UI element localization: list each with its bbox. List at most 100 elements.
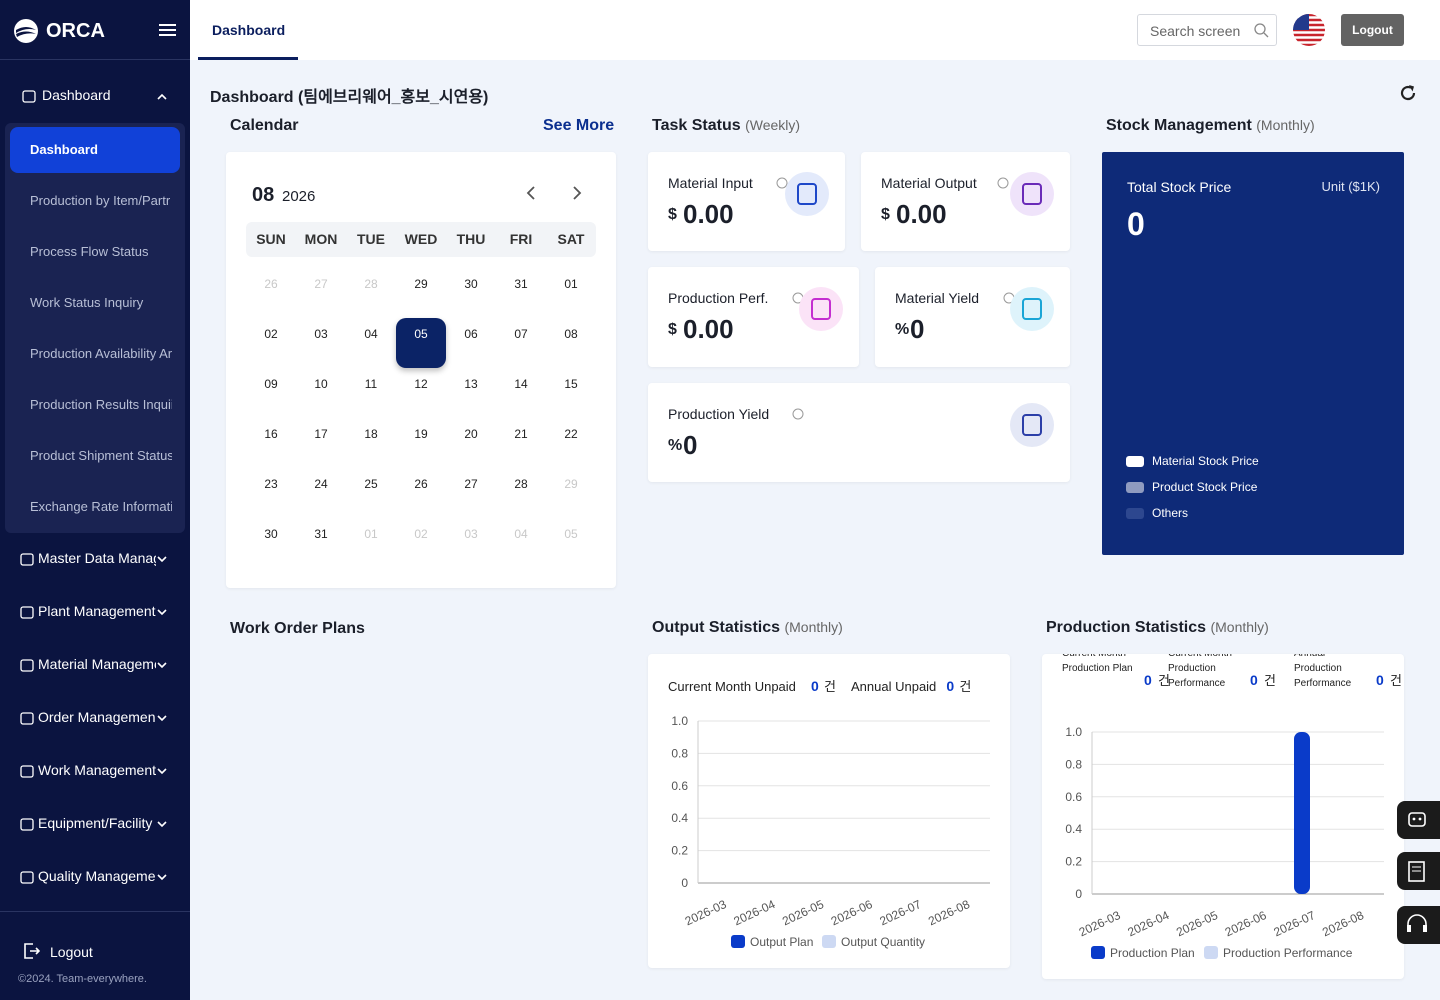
menu-item[interactable]: Work Status Inquiry — [30, 295, 144, 310]
chatbot-button[interactable] — [1397, 801, 1440, 839]
x-tick-label: 2026-05 — [780, 897, 826, 928]
task-unit: % — [895, 321, 910, 338]
day[interactable]: 03 — [464, 527, 478, 541]
day[interactable]: 27 — [464, 477, 478, 491]
day[interactable]: 26 — [264, 277, 278, 291]
task-unit: % — [668, 437, 683, 454]
page-title: Dashboard (팀에브리웨어_홍보_시연용) — [210, 89, 489, 106]
menu-item[interactable]: Dashboard — [30, 142, 98, 157]
menu-item[interactable]: Product Shipment Status — [30, 448, 172, 463]
task-unit: $ — [668, 206, 677, 223]
menu-group[interactable]: Order Managemen — [38, 709, 156, 725]
weekday: TUE — [357, 231, 385, 247]
menu-group[interactable]: Work Management — [38, 762, 156, 778]
day[interactable]: 02 — [414, 527, 428, 541]
day[interactable]: 28 — [364, 277, 378, 291]
menu-group[interactable]: Quality Manageme — [38, 868, 156, 884]
day[interactable]: 18 — [364, 427, 378, 441]
day[interactable]: 21 — [514, 427, 528, 441]
summary-unit: 건 — [1264, 673, 1276, 688]
day[interactable]: 24 — [314, 477, 328, 491]
day[interactable]: 30 — [264, 527, 278, 541]
day[interactable]: 29 — [564, 477, 578, 491]
summary-unit: 건 — [959, 679, 971, 694]
manual-button[interactable] — [1397, 852, 1440, 890]
period: (Weekly) — [745, 117, 801, 133]
support-button[interactable] — [1397, 906, 1440, 944]
title: Task Status — [652, 117, 741, 134]
tab[interactable]: Dashboard — [212, 22, 286, 38]
day[interactable]: 31 — [314, 527, 328, 541]
day[interactable]: 02 — [264, 327, 278, 341]
day[interactable]: 01 — [364, 527, 378, 541]
production-card: Current Month Production Plan0건Current M… — [1042, 648, 1404, 979]
menu-toggle[interactable] — [159, 23, 176, 37]
day[interactable]: 14 — [514, 377, 528, 391]
menu-item[interactable]: Production Results Inquii — [30, 397, 172, 412]
menu-icon — [20, 818, 34, 831]
day[interactable]: 19 — [414, 427, 428, 441]
menu-item[interactable]: Production by Item/Partr — [30, 193, 171, 208]
day[interactable]: 11 — [364, 377, 378, 391]
help-icon — [776, 177, 788, 189]
logout-icon — [24, 943, 40, 959]
day[interactable]: 22 — [564, 427, 578, 441]
menu-group[interactable]: Material Manageme — [38, 656, 156, 672]
day[interactable]: 09 — [264, 377, 278, 391]
divider — [0, 59, 190, 60]
icon-glyph — [1022, 183, 1042, 205]
summary-unit: 건 — [824, 679, 836, 694]
day[interactable]: 27 — [314, 277, 328, 291]
menu-item[interactable]: Exchange Rate Informati — [30, 499, 172, 514]
see-more[interactable]: See More — [543, 117, 615, 134]
menu-group[interactable]: Master Data Manag — [38, 550, 156, 566]
day[interactable]: 12 — [414, 377, 428, 391]
day[interactable]: 23 — [264, 477, 278, 491]
search-box[interactable]: Search screen — [1137, 14, 1277, 46]
day[interactable]: 04 — [364, 327, 378, 341]
day[interactable]: 01 — [564, 277, 578, 291]
production-chart: Current Month Production Plan0건Current M… — [1062, 648, 1402, 960]
menu-item[interactable]: Production Availability Ar — [30, 346, 172, 361]
x-tick-label: 2026-04 — [731, 897, 777, 928]
day[interactable]: 29 — [414, 277, 428, 291]
search-placeholder: Search screen — [1150, 23, 1241, 39]
day[interactable]: 26 — [414, 477, 428, 491]
logout-button[interactable]: Logout — [1341, 14, 1404, 46]
day[interactable]: 31 — [514, 277, 528, 291]
refresh[interactable] — [1398, 83, 1418, 103]
day[interactable]: 25 — [364, 477, 378, 491]
menu-group[interactable]: Plant Management — [38, 603, 156, 619]
legend-label: Production Performance — [1223, 946, 1353, 960]
day[interactable]: 15 — [564, 377, 578, 391]
icon-shape — [22, 90, 36, 103]
header: Dashboard Search screen Logout — [190, 0, 1440, 60]
month-nav[interactable] — [524, 185, 584, 201]
day[interactable]: 10 — [314, 377, 328, 391]
day[interactable]: 16 — [264, 427, 278, 441]
menu-group[interactable]: Equipment/Facility I — [38, 815, 156, 831]
weekday: FRI — [509, 231, 533, 247]
day[interactable]: 07 — [514, 327, 528, 341]
menu-item[interactable]: Process Flow Status — [30, 244, 149, 259]
chevron — [157, 768, 167, 775]
day[interactable]: 05 — [414, 327, 428, 341]
language-flag[interactable] — [1292, 13, 1326, 47]
day[interactable]: 05 — [564, 527, 578, 541]
day[interactable]: 06 — [464, 327, 478, 341]
menu-group[interactable]: Dashboard — [42, 87, 111, 103]
day[interactable]: 08 — [564, 327, 578, 341]
sidebar-logout[interactable]: Logout — [50, 944, 93, 960]
day[interactable]: 04 — [514, 527, 528, 541]
legend-label: Material Stock Price — [1152, 454, 1259, 468]
day[interactable]: 17 — [314, 427, 328, 441]
task-icon — [785, 172, 829, 216]
day[interactable]: 13 — [464, 377, 478, 391]
day[interactable]: 28 — [514, 477, 528, 491]
day[interactable]: 03 — [314, 327, 328, 341]
chevron-path — [157, 556, 167, 563]
day[interactable]: 30 — [464, 277, 478, 291]
search-icon — [1254, 23, 1269, 38]
summary-label: Current Month Production Performance — [1168, 648, 1232, 689]
day[interactable]: 20 — [464, 427, 478, 441]
